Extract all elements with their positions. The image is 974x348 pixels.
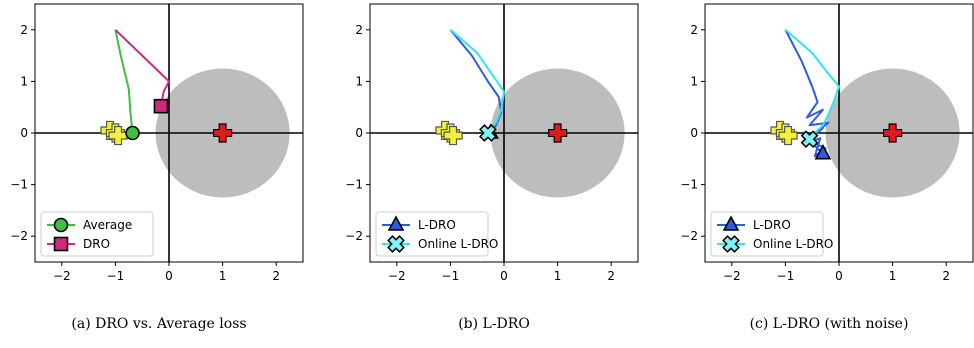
legend-label: Average xyxy=(83,218,132,232)
series-line-1 xyxy=(114,29,134,134)
legend-label: DRO xyxy=(83,237,110,251)
y-tick-label: −1 xyxy=(10,178,28,192)
x-tick-label: −1 xyxy=(107,269,125,283)
series-end-marker-1 xyxy=(125,125,140,141)
yellow-cross-marker xyxy=(443,125,463,146)
plot-area xyxy=(35,4,303,262)
y-tick-label: 1 xyxy=(355,74,363,88)
y-tick-label: −2 xyxy=(680,229,698,243)
series-end-marker-2 xyxy=(479,124,497,142)
legend-marker xyxy=(53,236,69,252)
y-tick-label: 1 xyxy=(690,74,698,88)
x-tick-label: 0 xyxy=(165,269,173,283)
chart-panel-3: −2 −1 0 1 2 −2 −1 0 1 2 L-DRO Online L-DRO (c) L-DRO… xyxy=(680,3,974,332)
legend: Average DRO xyxy=(40,211,154,257)
x-tick-label: −2 xyxy=(53,269,71,283)
y-tick-label: −1 xyxy=(345,178,363,192)
y-tick-label: 0 xyxy=(355,126,363,140)
x-tick-label: −2 xyxy=(723,269,741,283)
red-cross-marker xyxy=(213,123,233,143)
series-line-2 xyxy=(114,29,170,107)
legend-label: Online L-DRO xyxy=(753,237,833,251)
legend-marker xyxy=(722,215,740,231)
series-end-marker-2 xyxy=(153,98,169,114)
series-line-2 xyxy=(784,29,840,140)
x-tick-label: 2 xyxy=(272,269,280,283)
red-cross-marker xyxy=(883,123,903,143)
legend-marker xyxy=(53,217,69,233)
x-tick-label: 2 xyxy=(607,269,615,283)
legend-marker xyxy=(387,215,405,231)
x-tick-label: 1 xyxy=(219,269,227,283)
y-tick-label: −2 xyxy=(10,229,28,243)
subfigure-caption: (c) L-DRO (with noise) xyxy=(750,316,909,332)
y-tick-label: −2 xyxy=(345,229,363,243)
legend-label: L-DRO xyxy=(418,218,456,232)
x-tick-label: 0 xyxy=(500,269,508,283)
subfigure-caption: (b) L-DRO xyxy=(458,316,530,332)
plot-area xyxy=(705,4,973,262)
x-tick-label: −2 xyxy=(388,269,406,283)
y-tick-label: 0 xyxy=(690,126,698,140)
x-tick-label: −1 xyxy=(777,269,795,283)
y-tick-label: 2 xyxy=(355,23,363,37)
yellow-cross-marker xyxy=(108,125,128,146)
y-tick-label: −1 xyxy=(680,178,698,192)
legend-marker xyxy=(387,235,405,253)
x-tick-label: 2 xyxy=(942,269,950,283)
series-line-1 xyxy=(449,29,503,134)
y-tick-label: 2 xyxy=(20,23,28,37)
yellow-cross-marker xyxy=(778,125,798,146)
plot-area xyxy=(370,4,638,262)
y-tick-label: 0 xyxy=(20,126,28,140)
y-tick-label: 2 xyxy=(690,23,698,37)
legend: L-DRO Online L-DRO xyxy=(710,211,833,257)
chart-panel-2: −2 −1 0 1 2 −2 −1 0 1 2 L-DRO Online L-DRO (b) L-DRO xyxy=(345,3,639,332)
legend-label: Online L-DRO xyxy=(418,237,498,251)
x-tick-label: 0 xyxy=(835,269,843,283)
legend-label: L-DRO xyxy=(753,218,791,232)
series-end-marker-2 xyxy=(800,130,819,149)
legend: L-DRO Online L-DRO xyxy=(375,211,498,257)
x-tick-label: 1 xyxy=(889,269,897,283)
red-cross-marker xyxy=(548,123,568,143)
series-line-2 xyxy=(449,29,505,134)
x-tick-label: 1 xyxy=(554,269,562,283)
legend-marker xyxy=(722,235,740,253)
series-end-marker-1 xyxy=(814,143,832,160)
y-tick-label: 1 xyxy=(20,74,28,88)
chart-panel-1: −2 −1 0 1 2 −2 −1 0 1 2 Average DRO (a) DRO vs. Aver… xyxy=(10,3,304,332)
subfigure-caption: (a) DRO vs. Average loss xyxy=(71,316,246,332)
x-tick-label: −1 xyxy=(442,269,460,283)
